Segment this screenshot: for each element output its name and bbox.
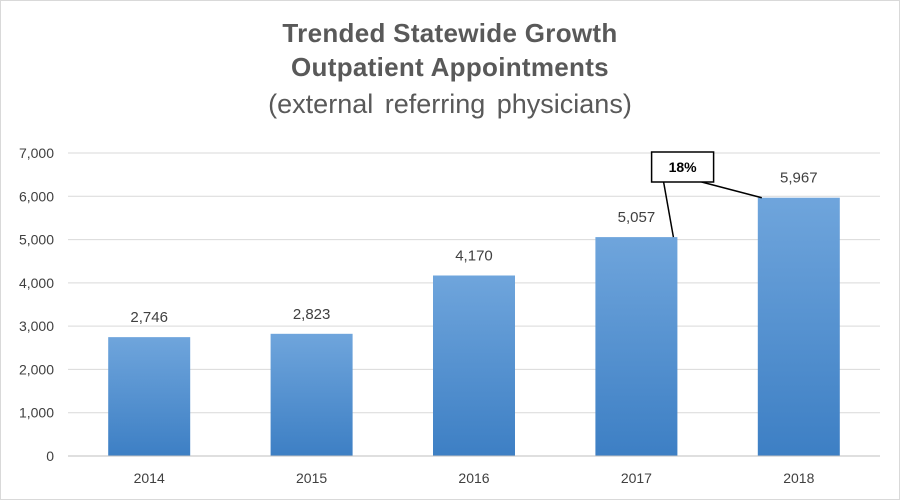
data-label: 5,967: [780, 170, 818, 187]
y-tick-label: 7,000: [19, 145, 54, 161]
y-tick-label: 3,000: [19, 318, 54, 334]
callout-leader-line: [662, 181, 675, 238]
y-tick-label: 4,000: [19, 275, 54, 291]
callout-label: 18%: [669, 159, 698, 175]
y-tick-label: 5,000: [19, 232, 54, 248]
chart-title-block: Trended Statewide Growth Outpatient Appo…: [0, 16, 900, 124]
x-tick-label: 2017: [621, 470, 652, 486]
chart-title: Trended Statewide Growth: [282, 18, 618, 48]
x-tick-label: 2014: [134, 470, 165, 486]
data-label: 2,746: [130, 309, 168, 326]
y-tick-label: 2,000: [19, 361, 54, 377]
data-label: 4,170: [455, 247, 493, 264]
axes: 0 1,000 2,000 3,000 4,000 5,000 6,000 7,000 2014…: [19, 145, 880, 486]
chart-subtitle: Outpatient Appointments: [291, 52, 609, 82]
callout-box: [650, 151, 715, 183]
bar: [108, 337, 191, 456]
bar: [433, 275, 515, 456]
callout-leader-line: [701, 181, 762, 199]
data-label: 5,057: [618, 209, 656, 226]
growth-callout: 18%: [650, 151, 762, 238]
value-labels: 2,746 2,823 4,170 5,057 5,967: [130, 170, 817, 326]
bar: [595, 237, 678, 456]
bar: [757, 197, 840, 456]
x-tick-label: 2016: [458, 470, 489, 486]
bar: [270, 333, 353, 456]
x-tick-label: 2018: [783, 470, 814, 486]
y-tick-label: 6,000: [19, 188, 54, 204]
chart-subtitle-2: (external referring physicians): [268, 89, 632, 119]
x-tick-label: 2015: [296, 470, 327, 486]
y-tick-label: 1,000: [19, 405, 54, 421]
bars: [108, 197, 840, 456]
y-tick-label: 0: [46, 448, 54, 464]
data-label: 2,823: [293, 306, 331, 323]
